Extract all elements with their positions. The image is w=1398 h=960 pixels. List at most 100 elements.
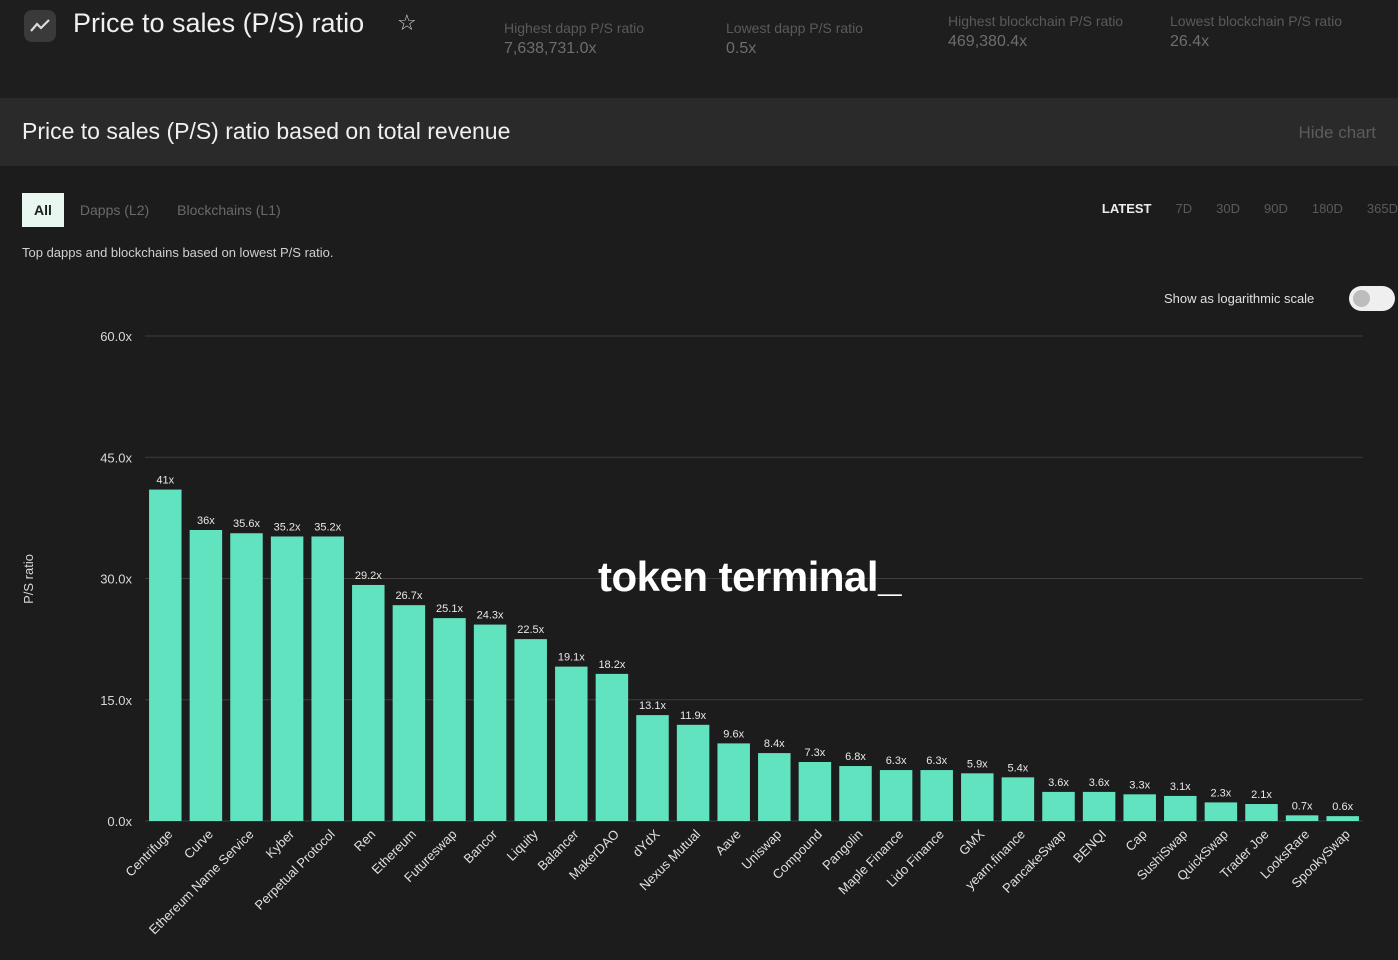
section-title: Price to sales (P/S) ratio based on tota… xyxy=(22,118,511,144)
bar xyxy=(1082,791,1116,821)
stat-value: 469,380.4x xyxy=(948,33,1028,50)
bar xyxy=(1245,804,1278,821)
data-label: 8.4x xyxy=(764,738,785,750)
stat-highest-dapp: Highest dapp P/S ratio 7,638,731.0x xyxy=(504,20,704,58)
data-label: 5.9x xyxy=(967,758,988,770)
data-label: 18.2x xyxy=(598,659,625,671)
filter-tabs: All Dapps (L2) Blockchains (L1) xyxy=(22,193,309,227)
data-label: 3.6x xyxy=(1048,777,1069,789)
data-label: 25.1x xyxy=(436,603,463,615)
data-label: 5.4x xyxy=(1008,762,1029,774)
data-label: 6.8x xyxy=(845,751,866,763)
bar xyxy=(1001,777,1035,821)
bar xyxy=(311,536,344,821)
time-range-tabs: LATEST 7D 30D 90D 180D 365D xyxy=(1078,201,1398,216)
data-label: 3.6x xyxy=(1089,777,1110,789)
stat-label: Lowest blockchain P/S ratio xyxy=(1170,13,1342,29)
x-tick-label: BENQI xyxy=(1070,827,1109,866)
data-label: 0.7x xyxy=(1292,800,1313,812)
bar xyxy=(352,584,385,821)
data-label: 35.6x xyxy=(233,518,260,530)
stat-highest-blockchain: Highest blockchain P/S ratio 469,380.4x xyxy=(948,13,1138,51)
data-label: 35.2x xyxy=(274,521,301,533)
y-tick-label: 30.0x xyxy=(100,572,132,587)
page-title: Price to sales (P/S) ratio xyxy=(73,8,365,38)
bar xyxy=(514,639,547,821)
data-label: 3.1x xyxy=(1170,781,1191,793)
hide-chart-link[interactable]: Hide chart xyxy=(1298,123,1376,142)
time-tab-180d[interactable]: 180D xyxy=(1311,201,1343,216)
data-label: 13.1x xyxy=(639,700,666,712)
time-tab-30d[interactable]: 30D xyxy=(1216,201,1240,216)
toggle-knob xyxy=(1353,290,1370,307)
bar xyxy=(555,666,588,821)
time-tab-90d[interactable]: 90D xyxy=(1263,201,1288,216)
log-scale-label: Show as logarithmic scale xyxy=(1164,291,1315,306)
top-bar: Price to sales (P/S) ratio ☆ Highest dap… xyxy=(0,0,1398,98)
x-tick-label: Bancor xyxy=(460,826,500,866)
data-label: 6.3x xyxy=(926,755,947,767)
time-tab-365d[interactable]: 365D xyxy=(1366,201,1398,216)
bar xyxy=(676,724,710,821)
bar xyxy=(1042,791,1075,821)
y-tick-label: 0.0x xyxy=(107,814,132,829)
time-tab-7d[interactable]: 7D xyxy=(1175,201,1193,216)
data-label: 22.5x xyxy=(517,624,544,636)
x-tick-label: Cap xyxy=(1122,827,1149,854)
log-scale-toggle[interactable] xyxy=(1349,286,1395,311)
x-tick-label: Kyber xyxy=(263,826,298,861)
x-tick-label: Liquity xyxy=(504,826,542,864)
x-tick-label: Aave xyxy=(712,827,744,859)
data-label: 35.2x xyxy=(314,521,341,533)
chart-subtitle: Top dapps and blockchains based on lowes… xyxy=(22,245,334,260)
y-tick-label: 60.0x xyxy=(100,329,132,344)
data-label: 24.3x xyxy=(477,610,504,622)
bar xyxy=(1164,795,1197,821)
x-tick-label: Curve xyxy=(181,827,216,862)
stat-label: Highest blockchain P/S ratio xyxy=(948,13,1124,29)
bar xyxy=(189,530,223,821)
stat-lowest-dapp: Lowest dapp P/S ratio 0.5x xyxy=(726,20,926,58)
data-label: 9.6x xyxy=(723,728,744,740)
bar xyxy=(636,715,669,821)
data-label: 3.3x xyxy=(1129,779,1150,791)
data-label: 11.9x xyxy=(680,710,707,722)
bar xyxy=(798,761,832,821)
bar xyxy=(1123,794,1156,821)
y-tick-label: 45.0x xyxy=(100,450,132,465)
tab-dapps[interactable]: Dapps (L2) xyxy=(79,202,150,218)
data-label: 0.6x xyxy=(1332,801,1353,813)
data-label: 19.1x xyxy=(558,652,585,664)
star-favorite-icon[interactable]: ☆ xyxy=(397,10,417,35)
tab-blockchains[interactable]: Blockchains (L1) xyxy=(177,202,281,218)
bar xyxy=(961,773,994,821)
bar xyxy=(270,536,304,821)
y-tick-label: 15.0x xyxy=(100,693,132,708)
data-label: 26.7x xyxy=(395,590,422,602)
x-tick-label: Ren xyxy=(351,827,378,854)
stat-value: 26.4x xyxy=(1170,33,1210,50)
time-tab-latest[interactable]: LATEST xyxy=(1101,201,1152,216)
x-tick-label: dYdX xyxy=(630,826,663,859)
data-label: 36x xyxy=(197,515,215,527)
watermark-logo: token terminal_ xyxy=(598,553,901,600)
bar xyxy=(920,770,953,821)
bar xyxy=(392,605,426,821)
bar xyxy=(1204,802,1238,821)
stat-value: 7,638,731.0x xyxy=(504,40,597,57)
data-label: 7.3x xyxy=(805,747,826,759)
data-label: 2.3x xyxy=(1211,787,1232,799)
bar xyxy=(1285,815,1319,821)
stat-label: Lowest dapp P/S ratio xyxy=(726,20,863,36)
data-label: 41x xyxy=(156,475,174,487)
stat-lowest-blockchain: Lowest blockchain P/S ratio 26.4x xyxy=(1170,13,1360,51)
tab-all[interactable]: All xyxy=(22,193,64,227)
bar xyxy=(717,743,750,821)
stat-label: Highest dapp P/S ratio xyxy=(504,20,645,36)
bar xyxy=(839,766,872,821)
bar xyxy=(758,753,791,821)
x-tick-label: GMX xyxy=(956,826,988,858)
data-label: 6.3x xyxy=(886,755,907,767)
bar xyxy=(433,618,466,821)
